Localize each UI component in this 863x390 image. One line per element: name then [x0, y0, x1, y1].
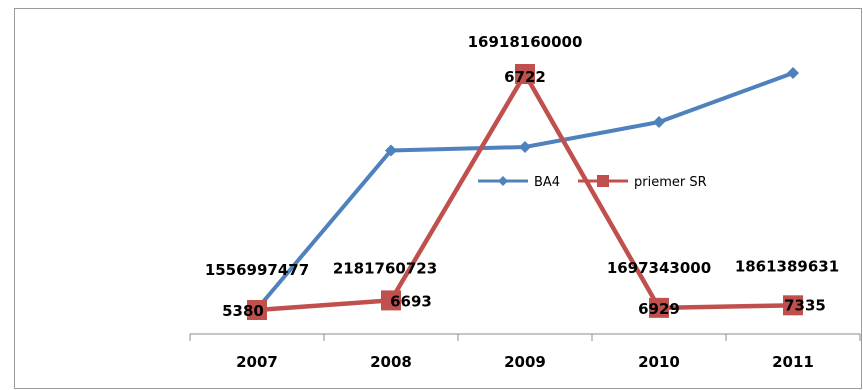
x-tick-label: 2007 [236, 353, 278, 371]
data-label-priemer-sr: 2181760723 [333, 259, 437, 277]
legend-label-priemer-sr: priemer SR [634, 175, 707, 190]
series-point-ba4 [653, 116, 665, 129]
x-axis-ticks [189, 334, 861, 341]
series-point-priemer-sr [247, 300, 267, 320]
series-point-ba4 [787, 67, 799, 79]
legend-entry-priemer-sr: priemer SR [578, 175, 707, 190]
data-label-priemer-sr: 1697343000 [607, 259, 711, 277]
data-label-ba4: 5380 [222, 302, 264, 320]
legend-entry-ba4: BA4 [478, 175, 560, 190]
x-tick-label: 2009 [504, 353, 546, 371]
legend-marker-priemer-sr [597, 175, 609, 187]
data-label-ba4: 7335 [784, 296, 826, 314]
chart-frame [14, 8, 862, 389]
data-label-ba4: 6693 [390, 292, 432, 310]
data-label-ba4: 6929 [638, 300, 680, 318]
data-label-layer: 1556997477 2181760723 16918160000 169734300… [205, 33, 839, 320]
data-label-ba4: 6722 [504, 68, 546, 86]
data-label-priemer-sr: 1556997477 [205, 261, 309, 279]
data-label-priemer-sr: 16918160000 [468, 33, 583, 51]
series-point-priemer-sr [783, 295, 803, 316]
legend-label-ba4: BA4 [534, 175, 560, 190]
legend: BA4 priemer SR [478, 175, 707, 190]
series-point-ba4 [519, 140, 531, 153]
x-tick-label: 2010 [638, 353, 680, 371]
x-tick-label: 2008 [370, 353, 412, 371]
series-layer [247, 64, 803, 320]
series-point-priemer-sr [649, 297, 669, 318]
series-point-priemer-sr [381, 290, 401, 311]
legend-marker-ba4 [498, 176, 508, 186]
x-tick-label: 2011 [772, 353, 814, 371]
series-point-ba4 [385, 144, 397, 157]
series-point-priemer-sr [515, 64, 535, 84]
data-label-priemer-sr: 1861389631 [735, 257, 839, 275]
x-axis-tick-labels: 2007 2008 2009 2010 2011 [236, 353, 814, 371]
